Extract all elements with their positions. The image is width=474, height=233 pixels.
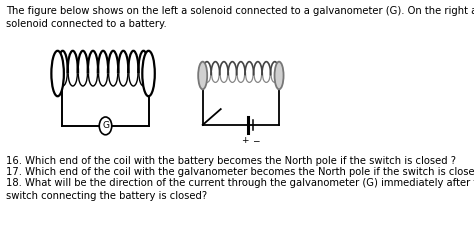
Text: 16. Which end of the coil with the battery becomes the North pole if the switch : 16. Which end of the coil with the batte… (6, 156, 456, 165)
Text: G: G (102, 121, 109, 130)
Ellipse shape (51, 51, 64, 96)
Text: −: − (252, 136, 259, 145)
Ellipse shape (142, 51, 155, 96)
Text: +: + (241, 136, 249, 145)
Ellipse shape (198, 62, 207, 89)
Text: 18. What will be the direction of the current through the galvanometer (G) immed: 18. What will be the direction of the cu… (6, 178, 474, 201)
Circle shape (99, 117, 112, 135)
Ellipse shape (274, 62, 283, 89)
Text: 17. Which end of the coil with the galvanometer becomes the North pole if the sw: 17. Which end of the coil with the galva… (6, 167, 474, 177)
Text: The figure below shows on the left a solenoid connected to a galvanometer (G). O: The figure below shows on the left a sol… (6, 6, 474, 29)
